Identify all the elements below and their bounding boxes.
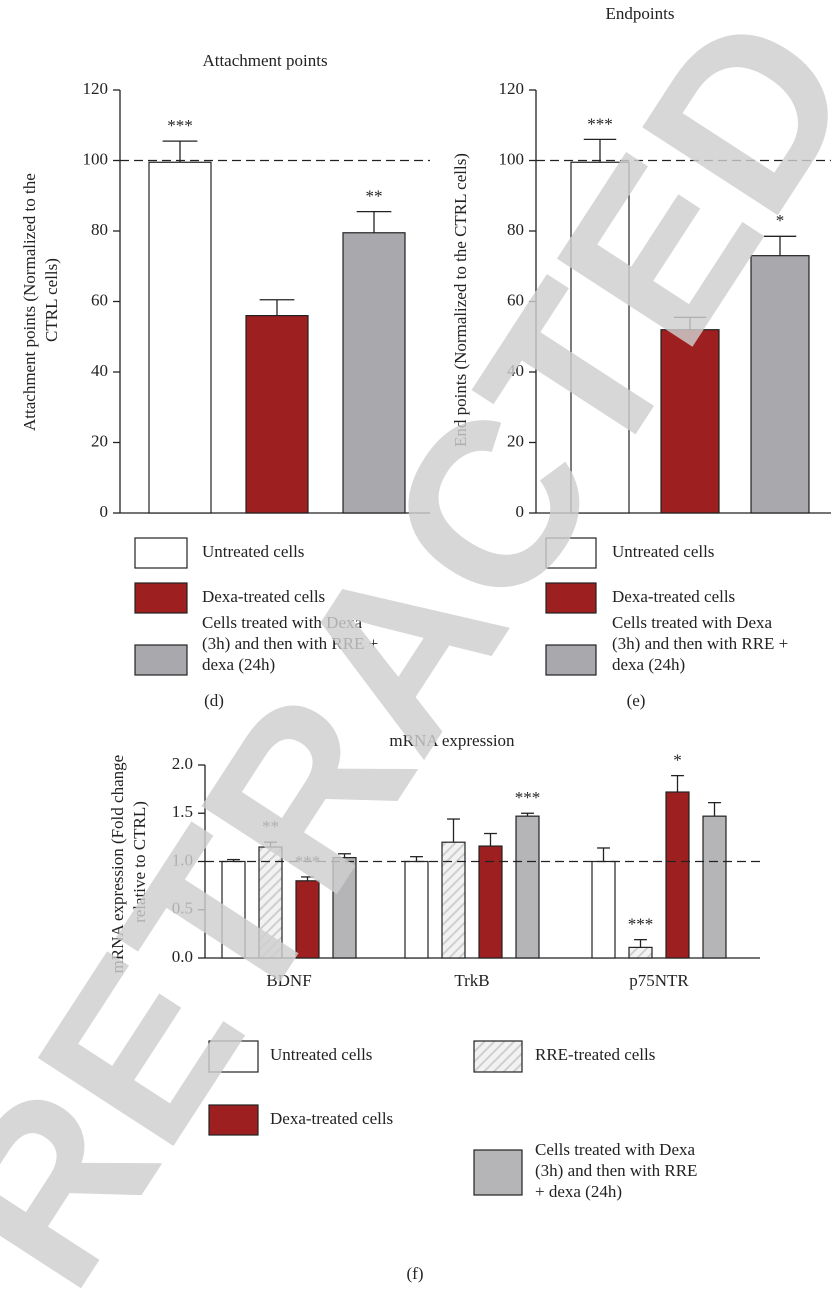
significance-label: ** [366,187,383,206]
y-tick-label: 20 [507,431,524,450]
y-axis-label: End points (Normalized to the CTRL cells… [451,153,470,447]
chart-title: Attachment points [202,51,327,70]
y-tick-label: 60 [507,290,524,309]
significance-label: *** [587,114,613,133]
y-tick-label: 120 [499,79,525,98]
bar [404,860,429,959]
legend-swatch [545,582,597,614]
legend-label: Dexa-treated cells [270,1109,393,1128]
bar [628,946,653,959]
bar [441,841,466,959]
y-tick-label: 100 [83,149,109,168]
legend-label: Cells treated with Dexa (3h) and then wi… [612,613,793,674]
panel-label: (f) [407,1264,424,1283]
legend-swatch [134,644,188,676]
panel-label: (d) [204,691,224,710]
legend-label: Untreated cells [202,542,304,561]
y-tick-label: 40 [507,361,524,380]
y-tick-label: 40 [91,361,108,380]
bar [591,860,616,959]
x-tick-label: TrkB [454,971,489,990]
bar [478,845,503,959]
legend-label: Untreated cells [270,1045,372,1064]
chart-panel: Endpoints End points (Normalized to the C… [451,4,831,710]
y-tick-label: 2.0 [172,754,193,773]
chart-panel: mRNA expression mRNA expression (Fold cha… [108,731,760,1283]
y-tick-label: 120 [83,79,109,98]
y-axis-label: Attachment points (Normalized to the CTR… [20,169,61,431]
y-tick-label: 1.5 [172,802,193,821]
legend-swatch [134,537,188,569]
legend-label: Dexa-treated cells [612,587,735,606]
legend-label: RRE-treated cells [535,1045,655,1064]
y-tick-label: 0 [100,502,109,521]
x-tick-label: BDNF [266,971,311,990]
bar [245,315,309,514]
significance-label: *** [515,788,541,807]
legend-swatch [208,1040,259,1073]
chart-panel: Attachment points Attachment points (Norm… [20,51,430,710]
legend-label: Cells treated with Dexa (3h) and then wi… [535,1140,702,1201]
y-tick-label: 100 [499,149,525,168]
significance-label: ** [262,817,279,836]
bar [665,791,690,959]
legend-label: Cells treated with Dexa (3h) and then wi… [202,613,383,674]
charts: Attachment points Attachment points (Norm… [20,4,831,1283]
bar [148,161,212,514]
y-tick-label: 60 [91,290,108,309]
legend-swatch [134,582,188,614]
legend-swatch [545,537,597,569]
chart-title: mRNA expression [389,731,515,750]
y-tick-label: 20 [91,431,108,450]
legend-swatch [208,1104,259,1136]
y-tick-label: 1.0 [172,850,193,869]
legend-swatch [473,1149,523,1196]
chart-title: Endpoints [606,4,675,23]
bar [570,161,630,514]
legend-label: Untreated cells [612,542,714,561]
legend-swatch [545,644,597,676]
legend-label: Dexa-treated cells [202,587,325,606]
significance-label: * [776,211,785,230]
significance-label: *** [167,116,193,135]
significance-label: *** [628,915,654,934]
bar [702,815,727,959]
legend-swatch [473,1040,523,1073]
y-tick-label: 0 [516,502,525,521]
y-tick-label: 0.0 [172,947,193,966]
x-tick-label: p75NTR [629,971,689,990]
y-axis-label: mRNA expression (Fold change relative to… [108,751,149,974]
significance-label: *** [295,852,321,871]
y-tick-label: 80 [91,220,108,239]
significance-label: * [673,751,682,770]
y-tick-label: 80 [507,220,524,239]
y-tick-label: 0.5 [172,899,193,918]
panel-label: (e) [627,691,646,710]
bar [515,815,540,959]
